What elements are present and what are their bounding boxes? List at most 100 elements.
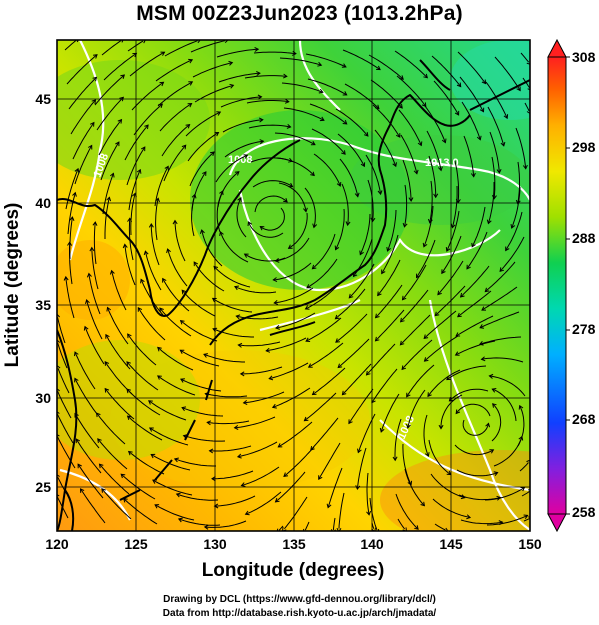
- streamline-arrowhead: [239, 371, 245, 377]
- streamline-arrowhead: [188, 58, 194, 64]
- streamline: [93, 222, 97, 265]
- streamline-arrowhead: [363, 132, 369, 137]
- streamline-arrowhead: [493, 471, 499, 477]
- streamline-arrowhead: [104, 360, 110, 366]
- streamline-arrowhead: [57, 411, 60, 414]
- streamline: [240, 366, 283, 375]
- streamline: [310, 417, 339, 451]
- streamline: [511, 186, 521, 229]
- streamline-arrowhead: [187, 102, 193, 108]
- streamline-arrowhead: [407, 480, 413, 486]
- streamline-arrowhead: [121, 40, 124, 43]
- streamline-arrowhead: [481, 306, 486, 311]
- streamline: [128, 451, 165, 475]
- streamline: [209, 445, 252, 452]
- streamline-arrowhead: [479, 324, 485, 329]
- streamline-arrowhead: [470, 172, 476, 178]
- streamline-arrowhead: [454, 351, 460, 356]
- streamline-arrowhead: [57, 388, 60, 392]
- streamline: [150, 454, 191, 471]
- colorbar-tick-label: 308: [572, 49, 596, 65]
- streamline: [107, 307, 129, 345]
- streamline-arrowhead: [202, 171, 207, 176]
- streamline-arrowhead: [526, 111, 530, 115]
- chart-title: MSM 00Z23Jun2023 (1013.2hPa): [136, 2, 463, 25]
- streamline: [137, 307, 166, 341]
- streamline: [57, 436, 76, 469]
- streamline: [140, 279, 164, 316]
- streamline-arrowhead: [72, 191, 77, 197]
- streamline-arrowhead: [181, 406, 187, 412]
- streamline: [75, 438, 102, 474]
- streamline: [104, 197, 110, 239]
- streamline: [64, 40, 77, 51]
- streamline: [180, 378, 222, 392]
- streamline-arrowhead: [319, 116, 325, 122]
- streamline-arrowhead: [148, 400, 153, 405]
- streamline-arrowhead: [334, 314, 340, 320]
- streamline-arrowhead: [127, 333, 132, 339]
- streamline: [479, 336, 522, 345]
- streamline-arrowhead: [459, 292, 465, 298]
- credit-data: Data from http://database.rish.kyoto-u.a…: [162, 608, 437, 619]
- streamline: [491, 403, 502, 442]
- streamline-arrowhead: [303, 207, 308, 213]
- streamline-arrowhead: [398, 103, 403, 109]
- streamline: [404, 468, 425, 507]
- credit-drawing: Drawing by DCL (https://www.gfd-dennou.o…: [163, 594, 436, 605]
- streamline: [192, 62, 233, 78]
- streamline: [368, 54, 404, 80]
- streamline-arrowhead: [441, 138, 447, 144]
- streamline-arrowhead: [392, 456, 398, 462]
- streamline-arrowhead: [466, 514, 472, 520]
- streamline: [433, 80, 460, 116]
- streamline: [381, 234, 399, 274]
- streamline-arrowhead: [122, 243, 128, 249]
- streamline: [304, 187, 316, 228]
- streamline: [440, 394, 463, 429]
- streamline-arrowhead: [352, 272, 358, 278]
- streamline-arrowhead: [399, 340, 405, 346]
- streamline-arrowhead: [136, 168, 142, 174]
- streamline: [305, 53, 347, 68]
- streamline-arrowhead: [101, 488, 106, 493]
- streamline: [65, 276, 75, 319]
- streamline: [236, 315, 279, 320]
- streamline: [67, 192, 76, 235]
- colorbar-body: [547, 56, 567, 515]
- streamline-arrowhead: [159, 81, 165, 87]
- streamline: [487, 106, 505, 146]
- streamline: [449, 388, 489, 402]
- streamline-arrowhead: [386, 246, 391, 252]
- streamline-arrowhead: [277, 443, 283, 448]
- y-tick-label: 40: [35, 195, 51, 211]
- streamline-arrowhead: [79, 488, 85, 493]
- streamline: [123, 498, 158, 525]
- streamline: [187, 132, 219, 162]
- streamline: [253, 51, 296, 55]
- contour-label: 1013.0: [425, 157, 459, 169]
- streamline: [157, 81, 193, 107]
- streamline: [371, 368, 398, 403]
- streamline: [269, 362, 309, 380]
- streamline-arrowhead: [381, 269, 386, 275]
- streamline: [353, 238, 373, 277]
- streamline: [66, 54, 98, 85]
- streamline: [154, 504, 195, 521]
- streamline: [522, 77, 530, 89]
- streamline: [224, 140, 264, 158]
- streamline: [120, 473, 156, 500]
- streamline-arrowhead: [240, 482, 246, 487]
- streamline-arrowhead: [307, 363, 313, 368]
- streamline-arrowhead: [57, 494, 60, 497]
- streamline-arrowhead: [283, 472, 289, 478]
- streamline-arrowhead: [166, 248, 171, 254]
- streamline-arrowhead: [401, 295, 407, 301]
- streamline: [505, 211, 523, 251]
- streamline: [181, 407, 224, 417]
- streamline: [96, 412, 126, 445]
- streamline-arrowhead: [180, 378, 185, 383]
- streamline: [307, 78, 347, 96]
- streamline: [157, 347, 194, 371]
- streamline: [309, 103, 347, 125]
